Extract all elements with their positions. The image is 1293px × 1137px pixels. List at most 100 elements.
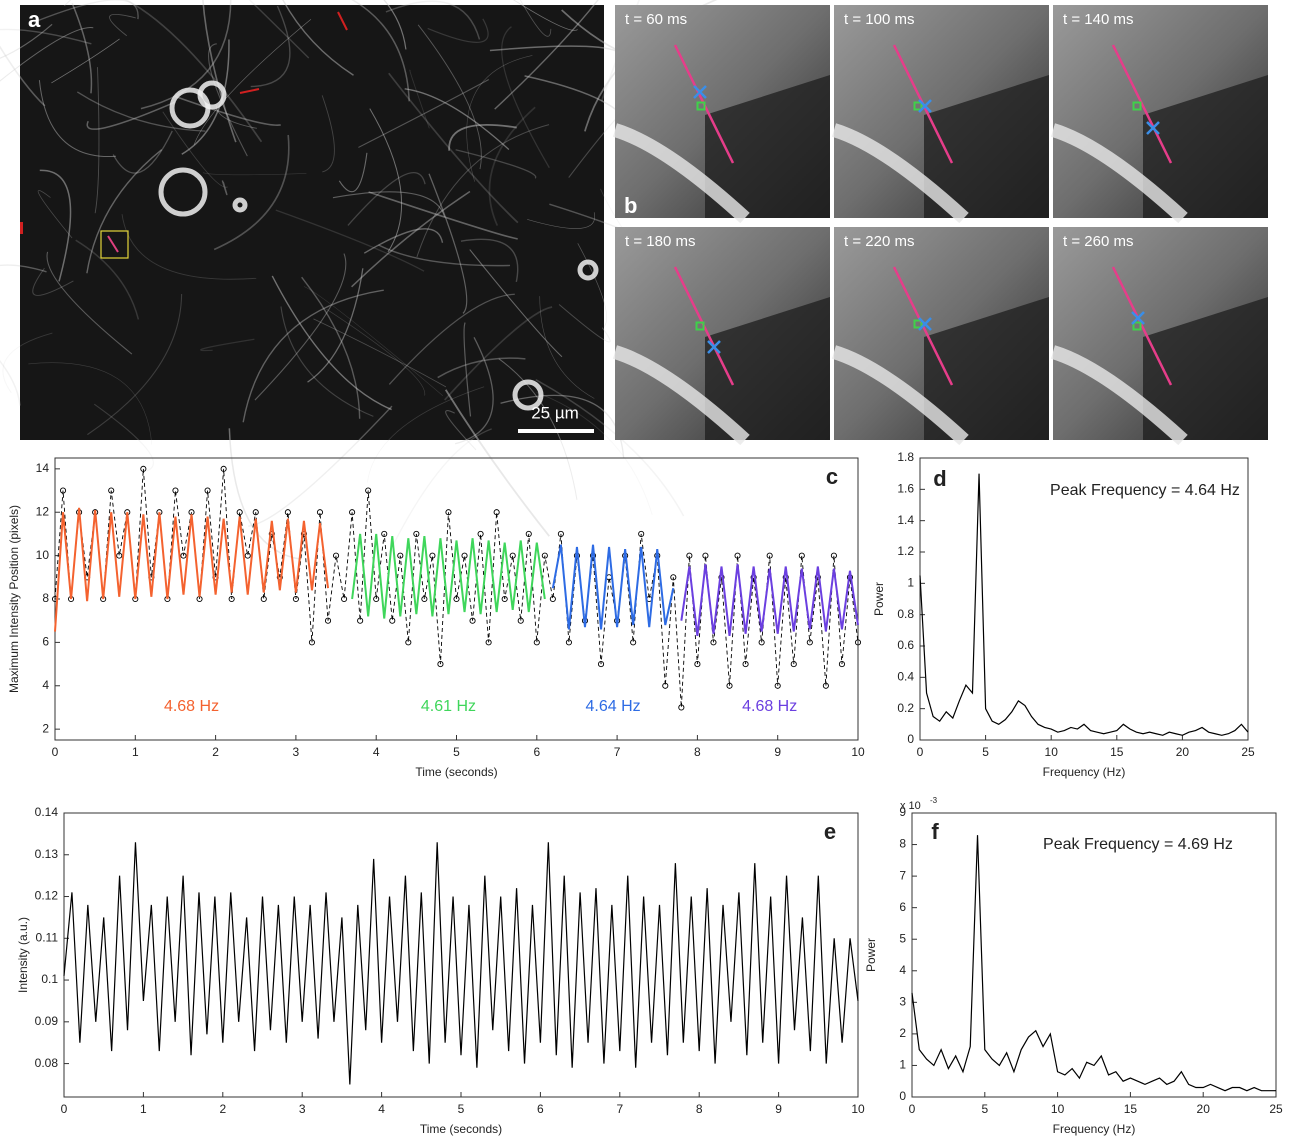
y-tick-label: 0.08 [35,1056,59,1070]
data-point [790,661,797,668]
kymo-line [1111,266,1173,386]
filament [488,106,536,226]
data-point [453,595,460,603]
data-point [373,595,380,603]
x-tick-label: 0 [909,1102,916,1116]
data-point [292,595,299,603]
data-point [349,509,356,516]
y-axis-label: Maximum Intensity Position (pixels) [7,505,21,693]
panel-label: d [933,466,946,491]
data-point [678,704,685,711]
micrograph [20,5,604,440]
x-tick-label: 10 [1045,745,1059,759]
x-tick-label: 10 [851,745,865,759]
data-point [477,530,484,537]
x-tick-label: 6 [533,745,540,759]
dark-region [924,75,1049,218]
data-point [324,617,332,624]
x-tick-label: 2 [212,745,219,759]
data-point [830,552,837,559]
filament [2,332,53,394]
filament [109,14,136,37]
filament [367,386,485,483]
data-point [662,682,669,689]
x-tick-label: 3 [299,1102,306,1116]
data-point [389,617,396,624]
data-point [365,487,372,494]
filament [469,249,563,358]
filament [200,338,255,352]
filament [93,403,154,472]
filament [271,275,392,411]
data-point [694,661,701,668]
data-point [429,552,436,559]
scale-bar [518,429,594,433]
x-tick-label: 4 [373,745,380,759]
filament [321,95,335,173]
filament [427,18,489,43]
filament [86,101,176,130]
peak-marker [918,317,932,331]
filament [202,0,237,143]
panel-label: b [624,193,637,218]
x-tick-label: 7 [614,745,621,759]
x-axis-label: Frequency (Hz) [1043,765,1126,779]
filament [94,67,100,214]
y-tick-label: 0.2 [897,701,914,715]
filament [358,78,490,148]
filament [444,389,550,537]
filament [409,69,430,129]
filament [536,391,653,515]
filament [175,95,281,126]
data-point [220,465,227,472]
filament [254,253,347,401]
y-tick-label: 1.2 [897,544,914,558]
filament [76,91,206,132]
data-point [549,595,556,603]
data-point [445,509,452,516]
data-point [108,487,115,494]
data-point [397,552,404,559]
data-point [284,509,291,516]
filament [463,322,472,417]
scale-bar-label: 25 µm [531,403,579,422]
peak-marker [918,99,932,113]
plot-frame [919,457,1249,741]
red-mark [337,11,348,31]
data-point [517,617,524,624]
data-point [798,552,805,559]
panel-label: e [824,819,836,844]
data-point [726,682,733,689]
data-point [276,574,283,581]
center-marker [913,319,923,329]
data-point [244,552,251,559]
data-point [758,639,765,646]
data-point [413,530,420,537]
red-mark [239,88,260,94]
series-line [54,507,330,632]
y-tick-label: 10 [36,548,50,562]
y-tick-label: 0.13 [35,847,59,861]
panel-label: a [28,7,41,32]
filament [416,124,550,258]
x-axis-label: Frequency (Hz) [1053,1122,1136,1136]
filament [428,173,468,314]
y-tick-label: 1.6 [897,482,914,496]
filament [351,0,410,102]
filament [501,26,550,169]
frame-time: t = 260 ms [1063,233,1133,250]
data-point [252,509,259,516]
filament [121,214,257,280]
data-point [742,661,749,668]
y-tick-label: 1 [899,1058,906,1072]
x-tick-label: 2 [219,1102,226,1116]
filament [208,43,248,157]
filament [275,209,425,272]
x-tick-label: 9 [775,1102,782,1116]
filament [221,180,228,196]
filament [527,212,596,229]
y-tick-label: 4 [42,678,49,692]
data-point [806,639,813,646]
frame-time: t = 180 ms [625,233,695,250]
